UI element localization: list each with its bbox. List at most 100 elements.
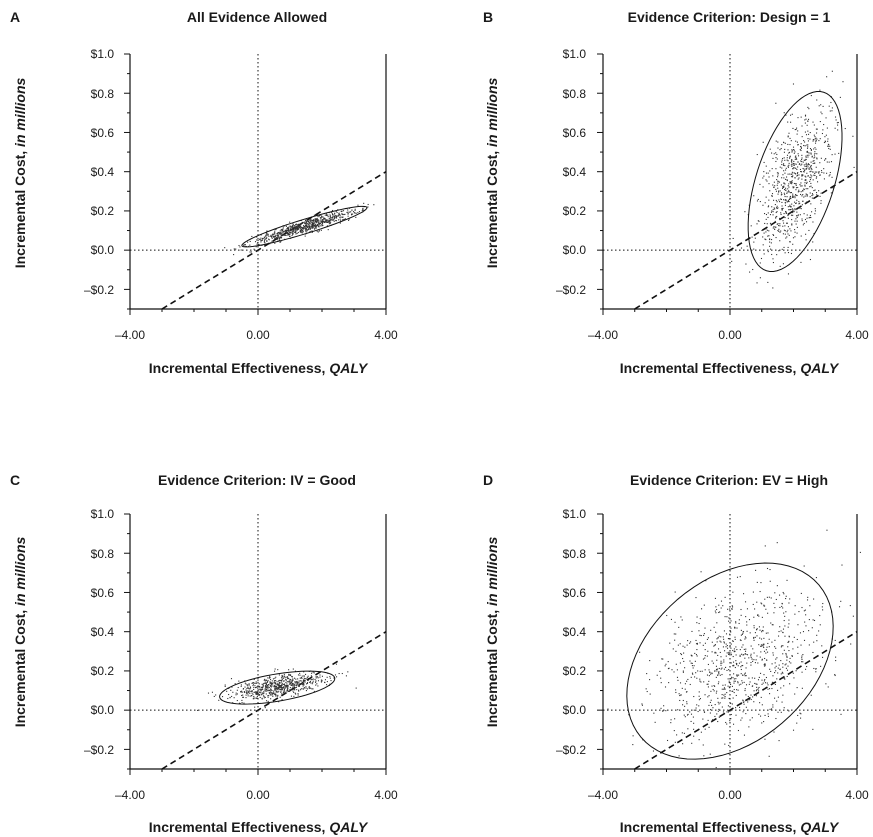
scatter-point [791,151,793,153]
scatter-point [284,229,286,231]
scatter-point [253,248,255,250]
scatter-point [244,691,246,693]
scatter-point [809,168,811,170]
scatter-point [793,172,795,174]
scatter-point [350,213,353,215]
scatter-point [338,212,340,214]
scatter-point [312,220,314,223]
scatter-point [679,682,682,684]
scatter-point [262,688,264,691]
scatter-point [762,177,764,179]
scatter-point [826,76,828,78]
scatter-point [788,641,790,643]
scatter-point [745,263,747,265]
scatter-point [789,212,791,214]
scatter-point [733,678,735,680]
scatter-point [261,238,263,240]
threshold-line [161,631,387,770]
scatter-point [784,625,786,627]
scatter-point [280,685,282,688]
scatter-point [780,213,782,215]
scatter-point [791,181,793,183]
scatter-point [305,678,307,680]
scatter-point [820,104,822,106]
scatter-point [691,665,693,667]
scatter-point [795,184,797,186]
scatter-point [715,767,717,769]
scatter-point [834,673,836,676]
scatter-point [826,161,828,163]
scatter-point [321,222,324,224]
scatter-point [235,248,237,250]
scatter-point [235,694,237,696]
scatter-point [789,181,791,183]
scatter-point [349,211,351,213]
scatter-point [786,154,789,156]
scatter-point [825,117,827,119]
scatter-point [311,226,313,228]
scatter-point [777,174,779,176]
scatter-point [814,208,816,210]
scatter-point [351,214,353,216]
scatter-point [211,691,213,693]
scatter-point [305,225,307,227]
scatter-point [706,638,708,640]
scatter-point [756,200,759,202]
scatter-point [285,230,287,232]
scatter-point [280,685,282,687]
scatter-point [816,640,818,642]
scatter-point [795,140,797,142]
scatter-point [745,675,747,677]
scatter-point [278,674,280,676]
scatter-point [762,630,764,632]
scatter-point [816,138,818,140]
scatter-point [777,223,779,225]
scatter-point [763,175,765,177]
scatter-point [628,714,630,716]
scatter-point [760,715,762,717]
scatter-point [305,683,308,685]
scatter-point [265,681,267,683]
scatter-point [729,654,731,656]
scatter-point [738,706,741,708]
scatter-point [776,657,778,659]
scatter-point [791,159,793,161]
scatter-point [728,653,730,655]
scatter-point [776,223,778,225]
scatter-point [668,667,670,669]
scatter-point [712,707,714,709]
scatter-point [257,244,259,246]
scatter-point [778,190,780,192]
scatter-point [813,148,815,150]
scatter-point [342,216,344,219]
scatter-point [277,232,279,234]
scatter-point [717,637,719,639]
scatter-point [776,205,778,207]
scatter-point [236,689,238,691]
scatter-point [765,652,767,654]
scatter-point [763,171,765,173]
scatter-point [273,681,275,683]
scatter-point [269,675,271,677]
scatter-point [794,177,796,179]
scatter-point [807,166,809,168]
scatter-point [811,156,813,158]
y-tick-label: $0.2 [91,664,115,678]
scatter-point [265,687,268,689]
scatter-point [333,220,335,222]
scatter-point [274,677,276,679]
scatter-point [784,183,786,185]
scatter-point [801,174,803,176]
scatter-point [825,683,827,685]
scatter-point [777,172,779,174]
scatter-point [789,197,791,199]
scatter-point [768,638,770,640]
scatter-point [768,183,770,185]
scatter-point [781,187,784,189]
scatter-point [789,155,791,157]
scatter-point [322,219,324,221]
scatter-point [784,615,786,617]
scatter-point [784,165,786,167]
scatter-point [317,220,319,222]
scatter-point [298,682,300,684]
